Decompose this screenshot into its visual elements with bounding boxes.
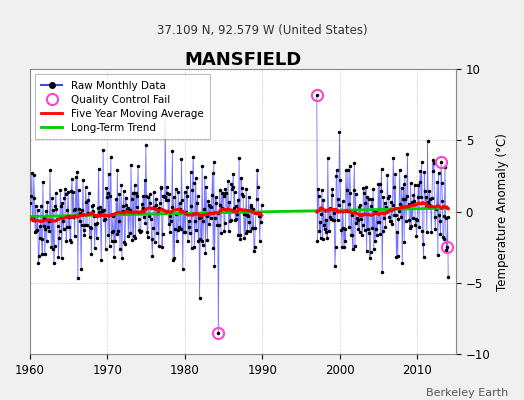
Legend: Raw Monthly Data, Quality Control Fail, Five Year Moving Average, Long-Term Tren: Raw Monthly Data, Quality Control Fail, …	[35, 74, 210, 139]
Y-axis label: Temperature Anomaly (°C): Temperature Anomaly (°C)	[496, 133, 509, 291]
Text: 37.109 N, 92.579 W (United States): 37.109 N, 92.579 W (United States)	[157, 24, 367, 37]
Title: MANSFIELD: MANSFIELD	[184, 51, 302, 69]
Text: Berkeley Earth: Berkeley Earth	[426, 388, 508, 398]
